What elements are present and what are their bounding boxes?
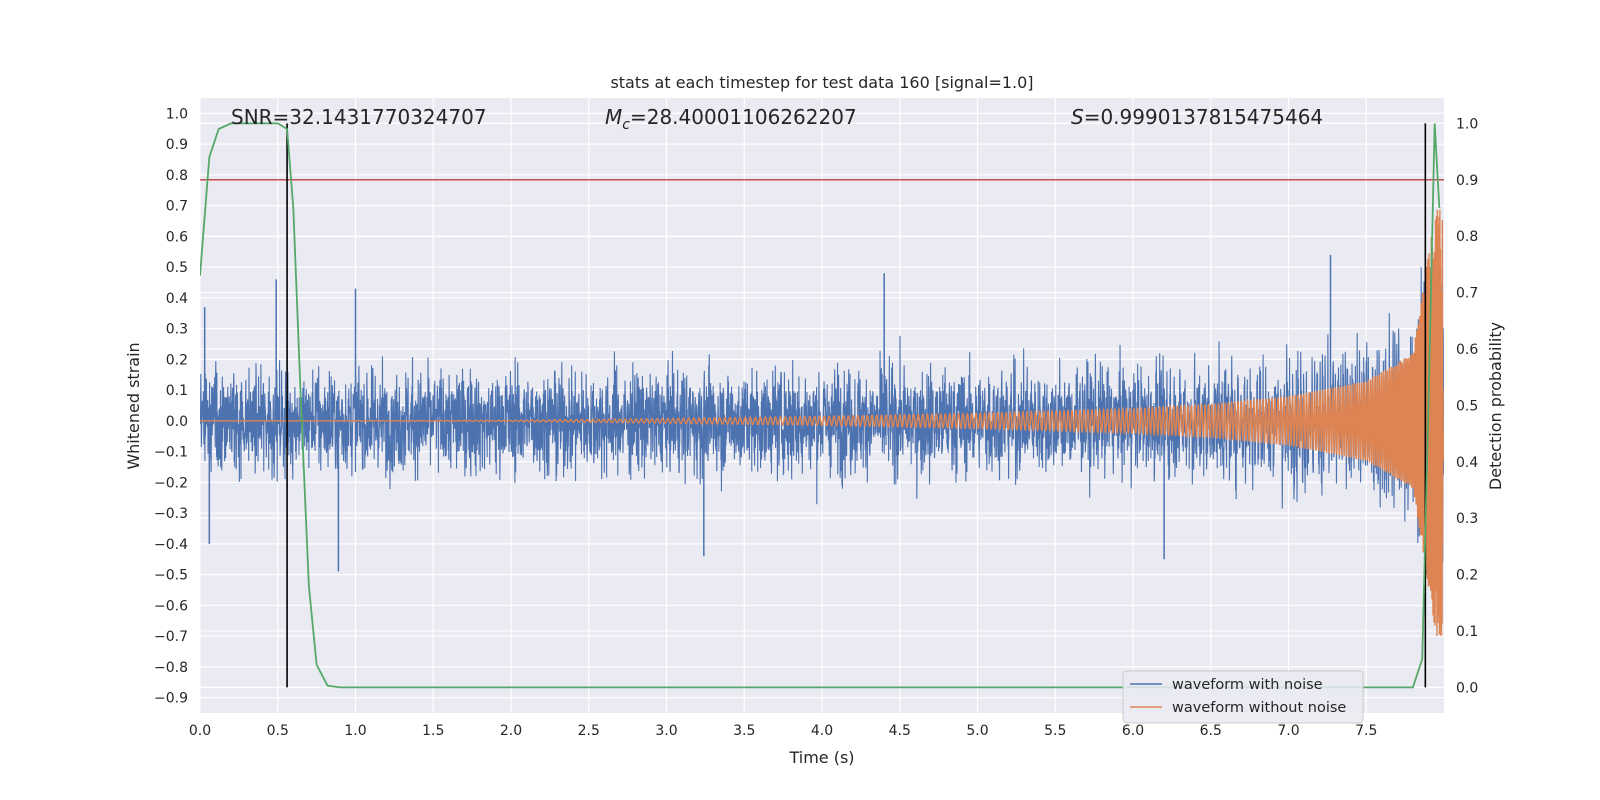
- x-tick-label: 7.0: [1277, 723, 1299, 739]
- y-tick-label: −0.5: [154, 568, 188, 584]
- x-tick-label: 5.0: [966, 723, 988, 739]
- x-tick-label: 2.5: [578, 723, 600, 739]
- s-value: =0.9990137815475464: [1084, 105, 1323, 129]
- y2-tick-label: 0.8: [1456, 229, 1478, 245]
- y-tick-label: 0.1: [166, 383, 188, 399]
- y-tick-label: −0.6: [154, 598, 188, 614]
- y-tick-label: −0.2: [154, 475, 188, 491]
- series-line-clean: [200, 209, 1444, 637]
- series-group: [200, 209, 1444, 637]
- y2-tick-label: 0.5: [1456, 398, 1478, 414]
- x-tick-label: 6.0: [1122, 723, 1144, 739]
- s-symbol: S: [1071, 105, 1084, 129]
- chirp-mass-annotation: Mc=28.40001106262207: [605, 105, 857, 133]
- y2-tick-label: 0.1: [1456, 624, 1478, 640]
- x-tick-label: 5.5: [1044, 723, 1066, 739]
- y2-tick-label: 0.6: [1456, 342, 1478, 358]
- y2-tick-label: 1.0: [1456, 116, 1478, 132]
- y-tick-label: −0.7: [154, 629, 188, 645]
- x-tick-label: 1.5: [422, 723, 444, 739]
- x-tick-label: 0.0: [189, 723, 211, 739]
- y-tick-label: −0.4: [154, 537, 188, 553]
- legend-label-noisy: waveform with noise: [1172, 677, 1323, 693]
- x-tick-label: 3.0: [655, 723, 677, 739]
- snr-annotation: SNR=32.1431770324707: [231, 105, 487, 129]
- y-tick-label: −0.9: [154, 691, 188, 707]
- overlay-group: [200, 122, 1444, 689]
- x-tick-label: 0.5: [267, 723, 289, 739]
- x-tick-label: 2.0: [500, 723, 522, 739]
- y2-tick-label: 0.9: [1456, 173, 1478, 189]
- x-tick-label: 3.5: [733, 723, 755, 739]
- score-annotation: S=0.9990137815475464: [1071, 105, 1323, 129]
- y-tick-label: 0.3: [166, 322, 188, 338]
- y-tick-label: 0.8: [166, 168, 188, 184]
- series-line-probability: [200, 122, 1441, 689]
- y-tick-label: 0.0: [166, 414, 188, 430]
- chart-title: stats at each timestep for test data 160…: [610, 73, 1033, 92]
- y-tick-label: 1.0: [166, 106, 188, 122]
- y2-tick-label: 0.2: [1456, 568, 1478, 584]
- mc-subscript: c: [622, 117, 630, 133]
- legend-label-clean: waveform without noise: [1172, 700, 1346, 716]
- x-tick-label: 1.0: [344, 723, 366, 739]
- y-tick-label: −0.1: [154, 445, 188, 461]
- x-tick-label: 6.5: [1200, 723, 1222, 739]
- y-tick-label: 0.9: [166, 137, 188, 153]
- y-tick-label: 0.4: [166, 291, 188, 307]
- x-tick-label: 7.5: [1355, 723, 1377, 739]
- mc-symbol: M: [605, 105, 622, 129]
- y2-tick-label: 0.4: [1456, 455, 1478, 471]
- y-tick-label: 0.5: [166, 260, 188, 276]
- mc-value: =28.40001106262207: [630, 105, 857, 129]
- x-tick-label: 4.5: [889, 723, 911, 739]
- y-tick-label: −0.8: [154, 660, 188, 676]
- y-axis-label: Whitened strain: [124, 342, 143, 469]
- x-tick-labels: 0.0 0.5 1.0 1.5 2.0 2.5 3.0 3.5 4.0 4.5 5.0 5.5 6.0 6…: [189, 723, 1378, 739]
- y2-axis-label: Detection probability: [1486, 322, 1505, 490]
- y-tick-label: 0.6: [166, 229, 188, 245]
- x-tick-label: 4.0: [811, 723, 833, 739]
- y2-tick-label: 0.3: [1456, 511, 1478, 527]
- legend: waveform with noise waveform without noi…: [1122, 670, 1364, 724]
- y2-tick-labels: 1.0 0.9 0.8 0.7 0.6 0.5 0.4 0.3 0.2 0.1 0.0: [1456, 116, 1478, 696]
- legend-box: [1122, 670, 1364, 724]
- y-tick-labels: 1.0 0.9 0.8 0.7 0.6 0.5 0.4 0.3 0.2 0.1 0.0 −0.1 −0.…: [154, 106, 188, 706]
- y2-tick-label: 0.7: [1456, 286, 1478, 302]
- y-tick-label: 0.2: [166, 352, 188, 368]
- y-tick-label: −0.3: [154, 506, 188, 522]
- y2-tick-label: 0.0: [1456, 680, 1478, 696]
- y-tick-label: 0.7: [166, 199, 188, 215]
- x-axis-label: Time (s): [788, 748, 854, 767]
